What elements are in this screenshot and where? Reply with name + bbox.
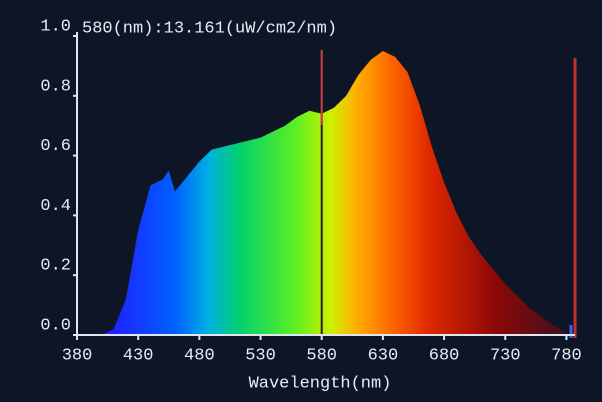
y-tick-label: 0.8 <box>40 77 71 96</box>
y-tick-label: 0.6 <box>40 137 71 156</box>
spectrum-area <box>101 50 567 335</box>
x-tick-label: 730 <box>490 346 521 365</box>
x-tick-label: 780 <box>551 346 582 365</box>
y-tick-label: 1.0 <box>40 17 71 36</box>
y-tick-label: 0.0 <box>40 316 71 335</box>
x-tick-label: 380 <box>62 346 93 365</box>
x-axis-label: Wavelength(nm) <box>249 374 392 393</box>
y-tick-label: 0.2 <box>40 257 71 276</box>
x-tick-label: 430 <box>123 346 154 365</box>
x-tick-label: 480 <box>184 346 215 365</box>
x-tick-label: 630 <box>368 346 399 365</box>
x-tick-label: 530 <box>245 346 276 365</box>
x-tick-label: 580 <box>306 346 337 365</box>
x-tick-label: 680 <box>429 346 460 365</box>
y-tick-label: 0.4 <box>40 197 71 216</box>
readout: 580(nm):13.161(uW/cm2/nm) <box>82 19 337 38</box>
